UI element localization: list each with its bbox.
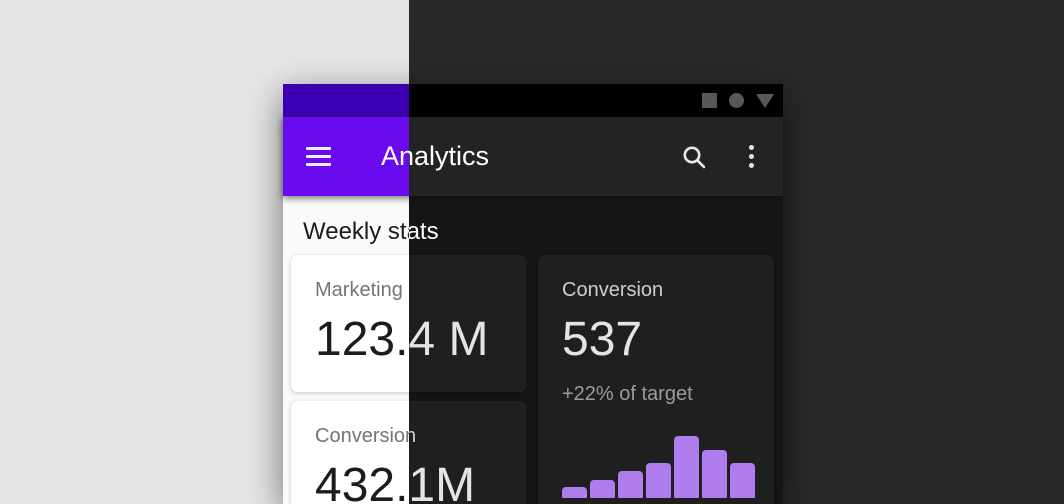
card-value: 432.1M	[315, 459, 409, 504]
card-label: Marketing	[315, 279, 403, 301]
chart-bar	[730, 463, 755, 498]
card-column-left: Marketing 123.4 M Conversion 432.1M	[291, 255, 409, 504]
overflow-menu-icon[interactable]	[747, 143, 756, 170]
content-area: Weekly stats Marketing 123.4 M Conversio…	[283, 196, 409, 504]
chart-bar	[674, 436, 699, 498]
chart-bar	[562, 486, 587, 498]
app-bar: Analytics	[283, 117, 409, 196]
status-square-icon	[702, 93, 717, 108]
chart-bar	[646, 463, 671, 498]
card-label: Conversion	[562, 279, 664, 301]
menu-icon[interactable]	[306, 147, 331, 166]
card-conversion-secondary[interactable]: Conversion 432.1M	[291, 401, 409, 504]
phone-mockup-light: Analytics Weekly stats Marketing 123.4 M	[283, 84, 409, 504]
section-heading: Weekly stats	[303, 218, 409, 245]
card-column-right: Conversion 537 +22% of target	[538, 255, 774, 504]
conversion-bar-chart	[562, 436, 755, 498]
card-grid: Marketing 123.4 M Conversion 432.1M Conv…	[283, 255, 409, 504]
card-subtitle: +22% of target	[562, 383, 693, 405]
status-triangle-down-icon	[756, 93, 774, 108]
card-label: Conversion	[315, 425, 409, 447]
search-icon[interactable]	[681, 144, 707, 170]
chart-bar	[618, 470, 643, 498]
card-value: 537	[562, 313, 643, 366]
app-title: Analytics	[381, 141, 409, 171]
app-bar-actions	[681, 143, 756, 170]
status-circle-icon	[729, 93, 744, 108]
chart-bar	[702, 450, 727, 498]
card-value: 123.4 M	[315, 313, 409, 366]
light-theme-clip: Analytics Weekly stats Marketing 123.4 M	[0, 0, 409, 504]
chart-bar	[590, 480, 615, 498]
card-conversion-main[interactable]: Conversion 537 +22% of target	[538, 255, 774, 504]
status-bar	[283, 84, 409, 117]
card-marketing[interactable]: Marketing 123.4 M	[291, 255, 409, 392]
